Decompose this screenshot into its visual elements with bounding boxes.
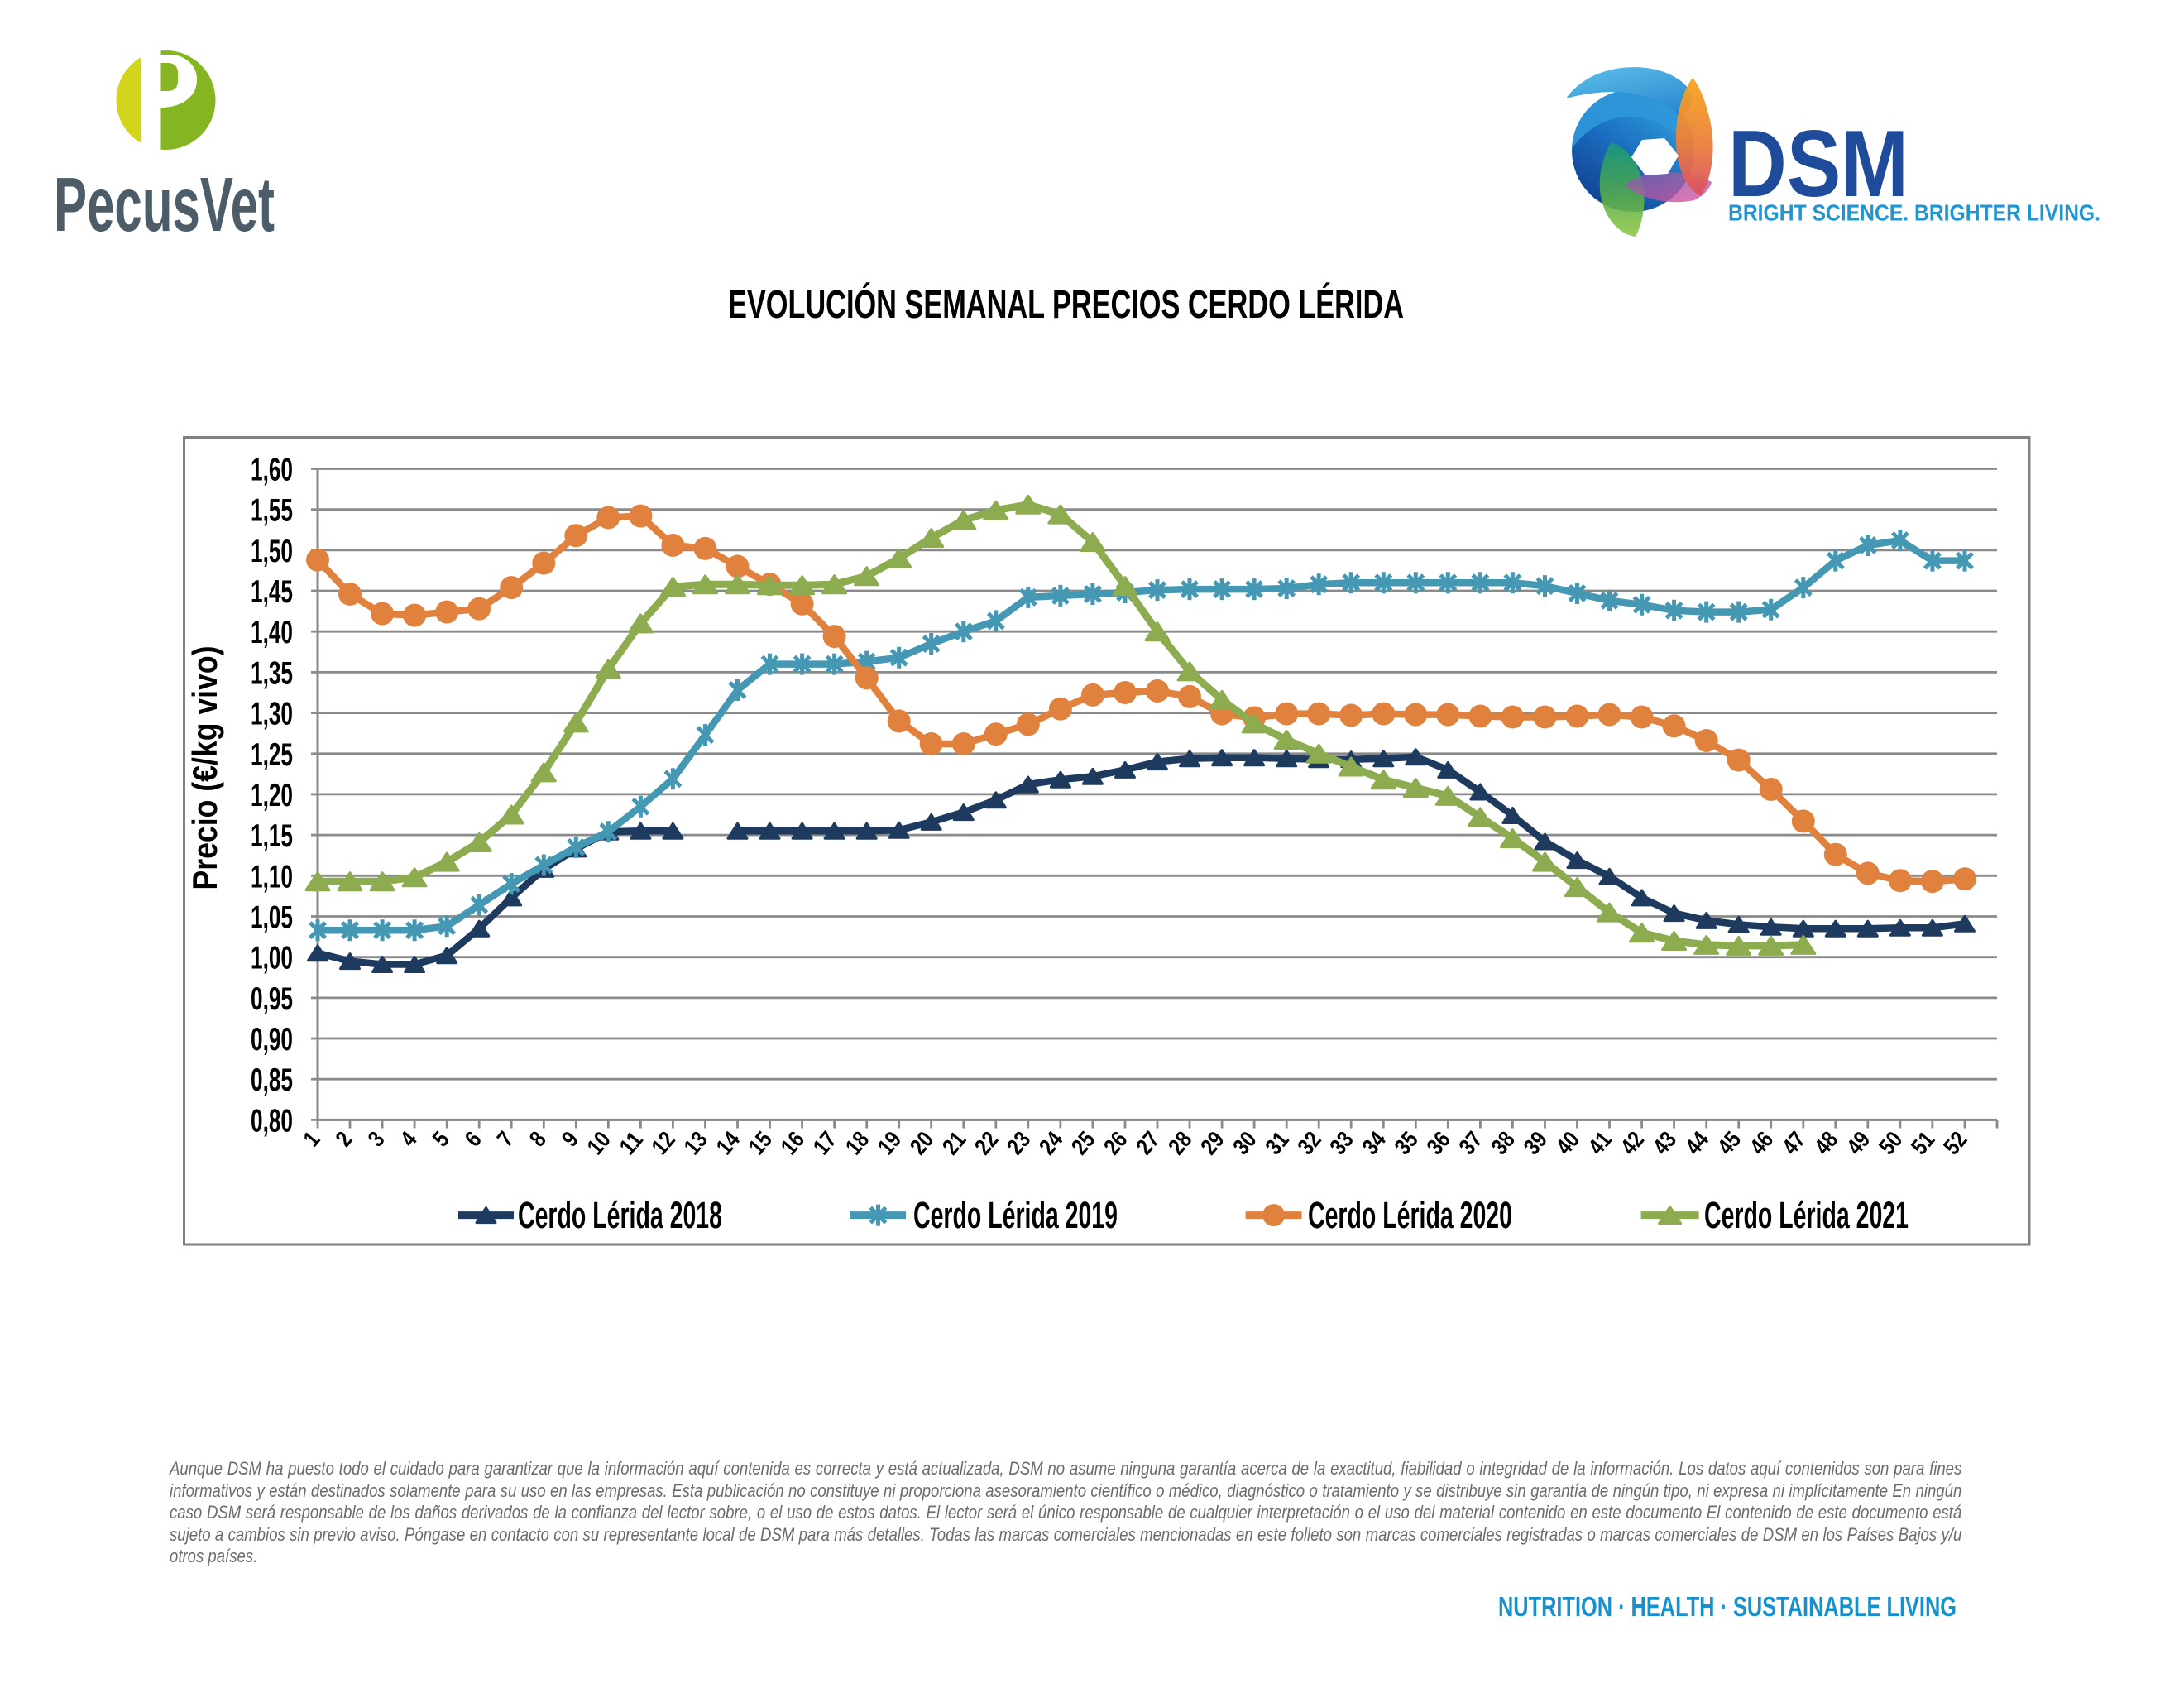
svg-text:1,40: 1,40 [251,615,293,650]
svg-text:0,95: 0,95 [251,981,293,1017]
svg-text:Cerdo Lérida 2021: Cerdo Lérida 2021 [1704,1194,1909,1236]
svg-text:PecusVet: PecusVet [54,161,275,247]
svg-text:1,50: 1,50 [251,534,293,569]
svg-text:Precio (€/kg vivo): Precio (€/kg vivo) [185,646,224,890]
svg-text:0,80: 0,80 [251,1103,293,1139]
svg-text:EVOLUCIÓN SEMANAL PRECIOS CERD: EVOLUCIÓN SEMANAL PRECIOS CERDO LÉRIDA [728,281,1404,327]
svg-text:BRIGHT SCIENCE. BRIGHTER LIVIN: BRIGHT SCIENCE. BRIGHTER LIVING. [1728,200,2100,226]
svg-text:1,00: 1,00 [251,941,293,976]
svg-text:NUTRITION · HEALTH · SUSTAINAB: NUTRITION · HEALTH · SUSTAINABLE LIVING [1498,1591,1956,1622]
svg-text:1,30: 1,30 [251,697,293,732]
svg-text:0,90: 0,90 [251,1022,293,1057]
svg-text:0,85: 0,85 [251,1062,293,1098]
svg-text:1,20: 1,20 [251,778,293,813]
svg-text:1,25: 1,25 [251,737,293,773]
svg-text:1,15: 1,15 [251,818,293,854]
svg-text:1,60: 1,60 [251,453,293,488]
svg-text:DSM: DSM [1728,112,1909,217]
svg-text:1,55: 1,55 [251,493,293,529]
svg-text:Cerdo Lérida 2018: Cerdo Lérida 2018 [518,1194,722,1236]
svg-text:1,45: 1,45 [251,574,293,610]
svg-text:1,05: 1,05 [251,900,293,936]
svg-text:Cerdo Lérida 2020: Cerdo Lérida 2020 [1308,1194,1512,1236]
svg-text:Cerdo Lérida 2019: Cerdo Lérida 2019 [913,1194,1118,1236]
svg-text:1,10: 1,10 [251,859,293,894]
svg-text:1,35: 1,35 [251,655,293,691]
